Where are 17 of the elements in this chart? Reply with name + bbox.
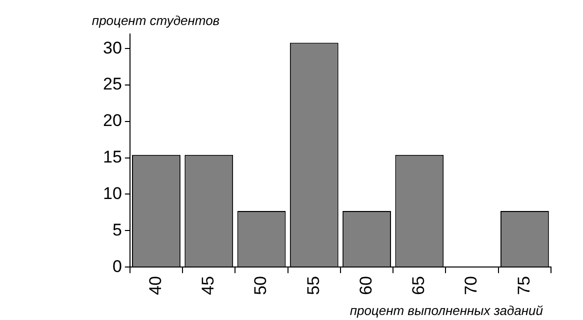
y-tick-label: 5 — [112, 220, 122, 240]
y-tick-label: 30 — [102, 38, 122, 58]
y-tick-label: 0 — [112, 256, 122, 276]
y-axis-title: процент студентов — [92, 13, 220, 28]
x-tick-label: 70 — [462, 276, 481, 296]
x-tick-label: 65 — [409, 276, 428, 296]
x-tick-label: 45 — [198, 276, 218, 296]
x-tick-label: 40 — [146, 276, 165, 296]
x-axis-title: процент выполненных заданий — [350, 303, 543, 318]
y-tick-label: 15 — [102, 148, 122, 167]
y-tick-label: 20 — [102, 111, 122, 130]
y-tick-label: 25 — [102, 74, 122, 94]
x-tick-label: 60 — [356, 276, 376, 296]
x-tick-label: 75 — [514, 276, 534, 296]
y-tick-label: 10 — [102, 184, 122, 203]
x-tick-label: 55 — [304, 276, 323, 296]
x-tick-label: 50 — [251, 276, 270, 296]
